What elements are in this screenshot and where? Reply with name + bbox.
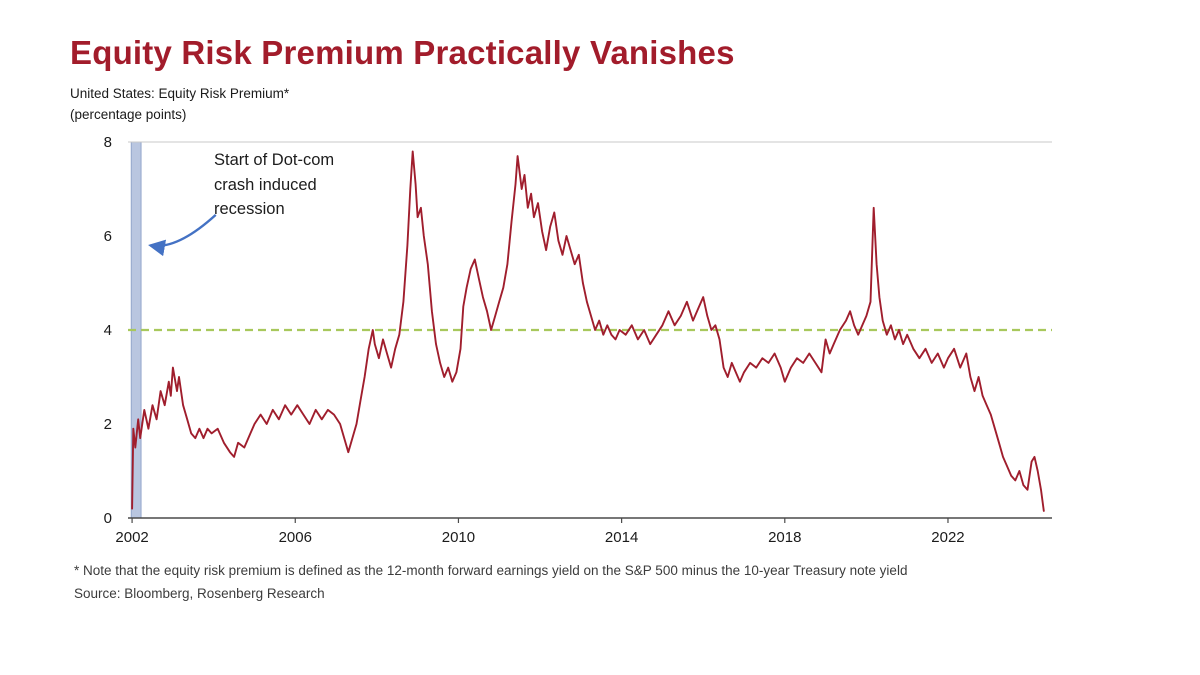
annotation-arrow (148, 213, 217, 257)
x-tick-label: 2014 (605, 529, 638, 546)
y-tick-label: 4 (104, 322, 112, 339)
annotation-dotcom-recession: Start of Dot-com crash induced recession (214, 148, 334, 222)
y-tick-label: 8 (104, 134, 112, 151)
chart-area: 0 2 4 6 8 2002 2006 2010 2014 2018 2022 Start of D… (0, 128, 1200, 558)
y-tick-label: 0 (104, 510, 112, 527)
y-tick-label: 2 (104, 416, 112, 433)
x-tick-label: 2002 (115, 529, 148, 546)
x-tick-label: 2022 (931, 529, 964, 546)
chart-header: Equity Risk Premium Practically Vanishes… (0, 0, 1200, 126)
annotation-line: recession (214, 200, 285, 219)
footnote-source: Source: Bloomberg, Rosenberg Research (74, 585, 325, 601)
erp-series-line (131, 150, 1045, 512)
footnote-definition: * Note that the equity risk premium is d… (74, 562, 908, 578)
annotation-line: Start of Dot-com (214, 150, 335, 169)
y-tick-label: 6 (104, 228, 112, 245)
chart-subtitle: United States: Equity Risk Premium* (70, 86, 290, 101)
page-title: Equity Risk Premium Practically Vanishes (70, 34, 735, 71)
x-tick-label: 2010 (442, 529, 475, 546)
footnote: * Note that the equity risk premium is d… (74, 560, 1200, 606)
erp-line-chart: 0 2 4 6 8 2002 2006 2010 2014 2018 2022 (104, 134, 1052, 546)
x-tick-label: 2018 (768, 529, 801, 546)
annotation-line: crash induced (214, 175, 317, 194)
x-tick-label: 2006 (279, 529, 312, 546)
chart-units-label: (percentage points) (70, 106, 187, 122)
